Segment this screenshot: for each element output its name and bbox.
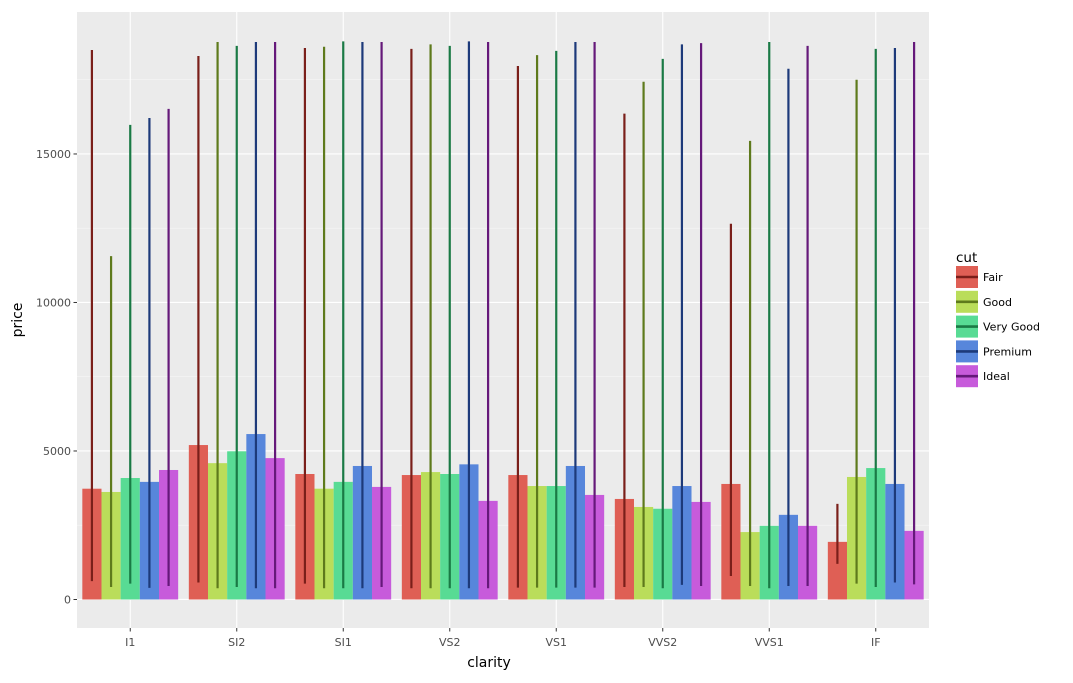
x-tick-label: VVS1	[755, 636, 784, 649]
legend-label: Ideal	[983, 370, 1010, 383]
y-tick-label: 15000	[36, 148, 71, 161]
legend-key-ideal: Ideal	[956, 365, 1010, 388]
legend-key-premium: Premium	[956, 340, 1032, 363]
legend-key-very-good: Very Good	[956, 315, 1040, 338]
x-tick-label: SI1	[335, 636, 352, 649]
x-tick-label: SI2	[228, 636, 245, 649]
x-tick-label: VVS2	[648, 636, 677, 649]
y-axis: 0 5000 10000 15000	[36, 148, 77, 606]
legend: cut Fair Good Very Good Premium Ideal	[956, 250, 1040, 388]
y-axis-title: price	[10, 303, 26, 338]
legend-label: Good	[983, 296, 1012, 309]
x-tick-label: VS1	[545, 636, 567, 649]
legend-key-fair: Fair	[956, 266, 1003, 288]
y-tick-label: 0	[64, 593, 71, 606]
legend-label: Very Good	[983, 321, 1040, 334]
y-tick-label: 5000	[43, 445, 71, 458]
x-axis-title: clarity	[467, 655, 511, 671]
x-axis: I1 SI2 SI1 VS2 VS1 VVS2 VVS1 IF	[125, 628, 881, 649]
errorbars-layer	[90, 41, 916, 589]
bar	[827, 541, 847, 600]
x-tick-label: VS2	[439, 636, 461, 649]
bars-layer	[82, 434, 924, 600]
legend-label: Fair	[983, 271, 1003, 284]
legend-title: cut	[956, 250, 977, 266]
legend-key-good: Good	[956, 290, 1012, 313]
x-tick-label: IF	[871, 636, 881, 649]
y-tick-label: 10000	[36, 296, 71, 309]
legend-label: Premium	[983, 345, 1032, 358]
x-tick-label: I1	[125, 636, 135, 649]
